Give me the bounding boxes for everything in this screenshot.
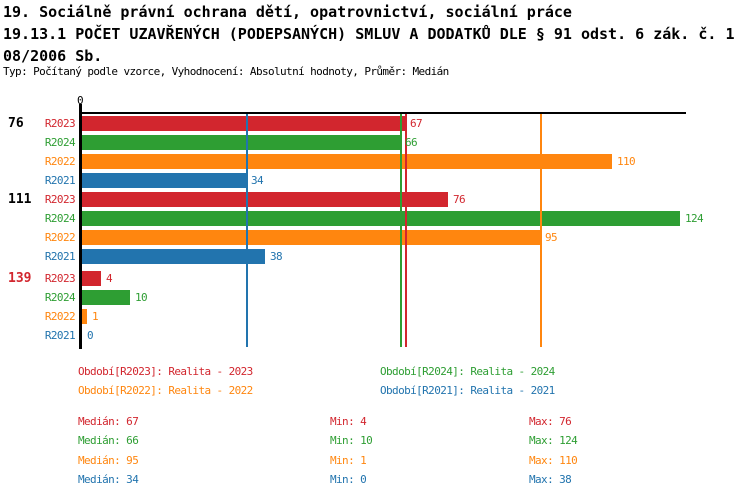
bar-value-label: 1: [92, 310, 99, 323]
stat-max-r2024: Max: 124: [529, 434, 578, 447]
bar-row-label-r2022: R2022: [44, 310, 76, 323]
bar-row-label-r2024: R2024: [44, 212, 76, 225]
page-title-line-2: 19.13.1 POČET UZAVŘENÝCH (PODEPSANÝCH) S…: [3, 25, 735, 43]
bar-r2023-group-0[interactable]: [82, 116, 405, 131]
stat-max-r2021: Max: 38: [529, 473, 572, 486]
group-value-label: 139: [8, 271, 32, 286]
bar-r2024-group-0[interactable]: [82, 135, 400, 150]
legend-item-r2024: Období[R2024]: Realita - 2024: [380, 365, 555, 378]
x-axis-zero-tick-label: 0: [76, 94, 84, 107]
stat-min-r2024: Min: 10: [330, 434, 373, 447]
page-title-line-1: 19. Sociálně právní ochrana dětí, opatro…: [3, 3, 572, 21]
page-title-line-3: 08/2006 Sb.: [3, 47, 103, 65]
bar-r2023-group-2[interactable]: [82, 271, 101, 286]
bar-value-label: 66: [405, 136, 418, 149]
median-line-r2023: [405, 113, 407, 347]
bar-r2024-group-1[interactable]: [82, 211, 680, 226]
bar-row-label-r2021: R2021: [44, 329, 76, 342]
stat-median-r2024: Medián: 66: [78, 434, 139, 447]
bar-r2022-group-1[interactable]: [82, 230, 540, 245]
bar-value-label: 76: [453, 193, 466, 206]
stat-median-r2021: Medián: 34: [78, 473, 139, 486]
bar-r2022-group-2[interactable]: [82, 309, 87, 324]
bar-row-label-r2023: R2023: [44, 193, 76, 206]
stat-min-r2022: Min: 1: [330, 454, 367, 467]
stat-min-r2023: Min: 4: [330, 415, 367, 428]
bar-value-label: 34: [251, 174, 264, 187]
stat-max-r2022: Max: 110: [529, 454, 578, 467]
bar-row-label-r2023: R2023: [44, 272, 76, 285]
bar-value-label: 124: [685, 212, 704, 225]
stat-median-r2023: Medián: 67: [78, 415, 139, 428]
bar-value-label: 0: [87, 329, 94, 342]
group-value-label: 76: [8, 116, 24, 131]
bar-value-label: 67: [410, 117, 423, 130]
legend-item-r2023: Období[R2023]: Realita - 2023: [78, 365, 253, 378]
y-axis-line: [79, 104, 82, 349]
bar-r2021-group-0[interactable]: [82, 173, 246, 188]
stat-min-r2021: Min: 0: [330, 473, 367, 486]
median-line-r2021: [246, 113, 248, 347]
bar-value-label: 38: [270, 250, 283, 263]
bar-row-label-r2021: R2021: [44, 174, 76, 187]
legend-item-r2021: Období[R2021]: Realita - 2021: [380, 384, 555, 397]
bar-value-label: 4: [106, 272, 113, 285]
group-value-label: 111: [8, 192, 32, 207]
x-axis-line: [79, 112, 686, 114]
legend-item-r2022: Období[R2022]: Realita - 2022: [78, 384, 253, 397]
bar-r2023-group-1[interactable]: [82, 192, 448, 207]
stat-median-r2022: Medián: 95: [78, 454, 139, 467]
bar-r2022-group-0[interactable]: [82, 154, 612, 169]
chart-meta-info: Typ: Počítaný podle vzorce, Vyhodnocení:…: [3, 65, 449, 78]
bar-value-label: 10: [135, 291, 148, 304]
bar-r2024-group-2[interactable]: [82, 290, 130, 305]
bar-value-label: 110: [617, 155, 636, 168]
bar-value-label: 95: [545, 231, 558, 244]
bar-row-label-r2024: R2024: [44, 291, 76, 304]
bar-row-label-r2023: R2023: [44, 117, 76, 130]
bar-r2021-group-1[interactable]: [82, 249, 265, 264]
bar-row-label-r2021: R2021: [44, 250, 76, 263]
bar-row-label-r2022: R2022: [44, 231, 76, 244]
bar-row-label-r2022: R2022: [44, 155, 76, 168]
bar-row-label-r2024: R2024: [44, 136, 76, 149]
median-line-r2024: [400, 113, 402, 347]
median-line-r2022: [540, 113, 542, 347]
stat-max-r2023: Max: 76: [529, 415, 572, 428]
